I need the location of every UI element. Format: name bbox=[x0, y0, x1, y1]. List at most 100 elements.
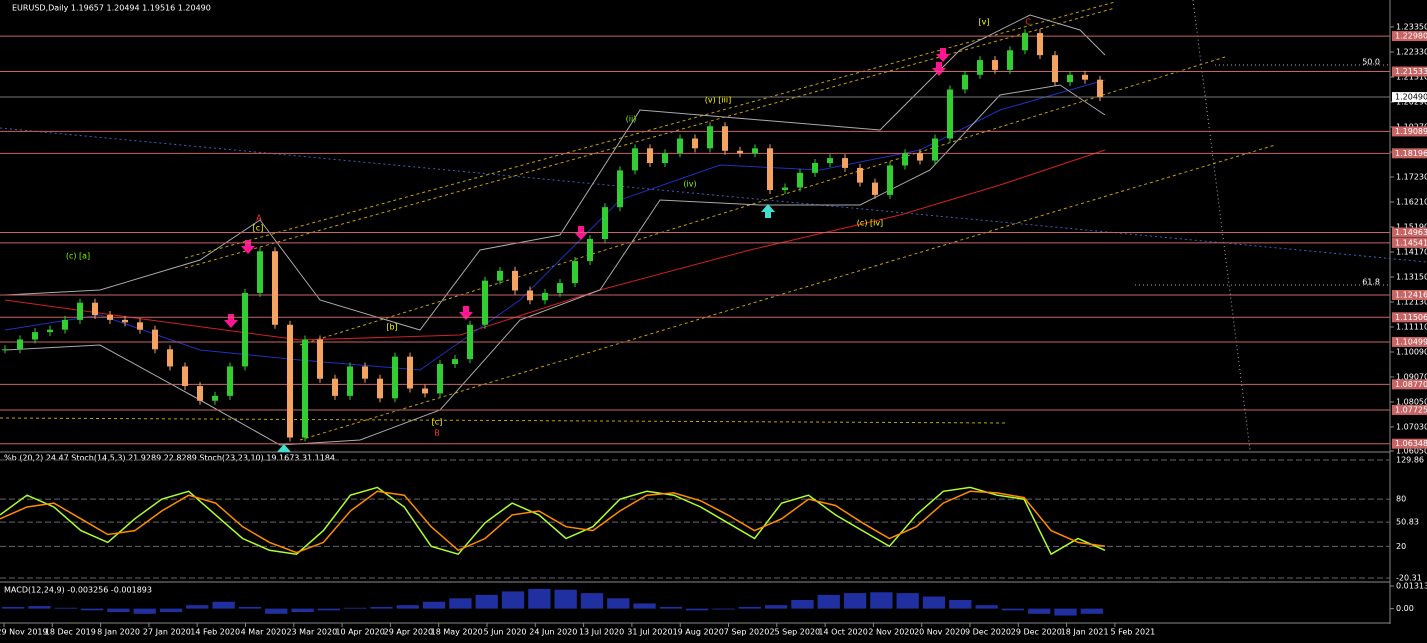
candle bbox=[797, 172, 803, 188]
y-tick-label: 20 bbox=[1396, 542, 1406, 551]
macd-bar bbox=[422, 601, 446, 609]
x-tick-label: 9 Dec 2020 bbox=[965, 628, 1011, 637]
level-label: 1.10499 bbox=[1395, 337, 1427, 346]
level-box bbox=[1392, 148, 1427, 159]
down-arrow bbox=[241, 240, 255, 254]
y-tick-label: 1.21310 bbox=[1396, 72, 1427, 81]
candle bbox=[962, 74, 968, 90]
candle bbox=[557, 283, 563, 293]
x-tick-label: 29 Dec 2020 bbox=[1011, 628, 1062, 637]
macd-bar bbox=[238, 606, 262, 609]
level-box bbox=[1392, 237, 1427, 248]
candle bbox=[92, 302, 98, 315]
candle bbox=[377, 378, 383, 399]
macd-bar bbox=[896, 593, 919, 609]
level-box bbox=[1392, 31, 1427, 42]
level-label: 1.08770 bbox=[1395, 380, 1427, 389]
level-box bbox=[1392, 227, 1427, 238]
macd-bar bbox=[764, 605, 788, 609]
macd-bar bbox=[80, 608, 104, 611]
candle bbox=[392, 356, 398, 399]
x-tick-label: 14 Oct 2020 bbox=[818, 628, 867, 637]
macd-bar bbox=[922, 596, 946, 609]
candle bbox=[197, 386, 203, 401]
macd-bar bbox=[633, 603, 656, 609]
candle bbox=[827, 158, 833, 164]
macd-bar bbox=[1001, 608, 1025, 611]
macd-bar bbox=[186, 605, 209, 609]
candle bbox=[737, 150, 743, 154]
y-tick-label: 1.11110 bbox=[1396, 322, 1427, 331]
macd-bar bbox=[659, 606, 683, 609]
x-tick-label: 24 Jun 2020 bbox=[529, 628, 577, 637]
x-tick-label: 20 Nov 2020 bbox=[914, 628, 965, 637]
x-tick-label: 13 Jul 2020 bbox=[579, 628, 624, 637]
macd-bar bbox=[949, 600, 972, 609]
level-label: 1.06348 bbox=[1395, 439, 1427, 448]
x-tick-label: 19 Aug 2020 bbox=[673, 628, 724, 637]
candle bbox=[707, 126, 713, 149]
candle bbox=[242, 292, 248, 367]
level-box bbox=[1392, 126, 1427, 137]
up-arrow bbox=[277, 444, 291, 452]
macd-bar bbox=[28, 606, 51, 609]
level-label: 1.07725 bbox=[1395, 405, 1427, 414]
candle bbox=[602, 207, 608, 239]
level-box bbox=[1392, 336, 1427, 347]
candle bbox=[662, 153, 668, 164]
level-box bbox=[1392, 66, 1427, 77]
stoch-header: %b (20,2) 24.47 Stoch(14,5,3) 21.9289 22… bbox=[4, 454, 335, 463]
macd-bar bbox=[607, 598, 630, 609]
wave-label: (v) [iii] bbox=[705, 96, 731, 105]
candle bbox=[467, 324, 473, 360]
y-tick-label: 1.06050 bbox=[1396, 447, 1427, 456]
candle bbox=[587, 238, 593, 262]
macd-bar bbox=[975, 605, 998, 609]
macd-bar bbox=[1080, 608, 1103, 614]
level-label: 1.22980 bbox=[1395, 32, 1427, 41]
y-tick-label: 1.10090 bbox=[1396, 347, 1427, 356]
x-tick-label: 14 Feb 2020 bbox=[190, 628, 240, 637]
macd-bar bbox=[475, 594, 498, 609]
candle bbox=[77, 302, 83, 320]
candle bbox=[872, 182, 878, 195]
candle bbox=[752, 148, 758, 154]
candle bbox=[62, 319, 68, 330]
macd-bar bbox=[107, 608, 130, 613]
candle bbox=[902, 153, 908, 166]
candle bbox=[152, 329, 158, 350]
channel bbox=[184, 7, 1116, 269]
y-tick-label: 0.013139 bbox=[1396, 582, 1427, 591]
wave-label: [c] bbox=[432, 418, 443, 427]
candle bbox=[107, 314, 113, 320]
fib-label: 50.0 bbox=[1362, 58, 1380, 67]
y-tick-label: 1.14170 bbox=[1396, 247, 1427, 256]
candle bbox=[647, 148, 653, 164]
down-arrow bbox=[936, 48, 950, 62]
x-tick-label: 23 Mar 2020 bbox=[286, 628, 337, 637]
x-tick-label: 29 Apr 2020 bbox=[384, 628, 433, 637]
y-tick-label: 0.00 bbox=[1396, 604, 1414, 613]
candle bbox=[332, 378, 338, 396]
candle bbox=[947, 89, 953, 139]
level-box bbox=[1392, 312, 1427, 323]
candle bbox=[527, 290, 533, 301]
candle bbox=[302, 339, 308, 438]
wave-label: A bbox=[256, 214, 262, 223]
wave-label: [v] bbox=[979, 18, 990, 27]
level-box bbox=[1392, 438, 1427, 449]
macd-bar bbox=[580, 593, 604, 609]
candle bbox=[842, 158, 848, 168]
stoch-fast bbox=[0, 486, 1106, 556]
wave-label: (iv) bbox=[683, 180, 696, 189]
wave-label: (ii) bbox=[626, 115, 637, 124]
macd-bar bbox=[528, 588, 551, 609]
macd-bar bbox=[396, 605, 419, 609]
candle bbox=[812, 163, 818, 173]
level-label: 1.19089 bbox=[1395, 127, 1427, 136]
candle bbox=[1097, 79, 1103, 98]
macd-bar bbox=[1054, 608, 1077, 616]
candle bbox=[122, 319, 128, 323]
candle bbox=[437, 363, 443, 394]
